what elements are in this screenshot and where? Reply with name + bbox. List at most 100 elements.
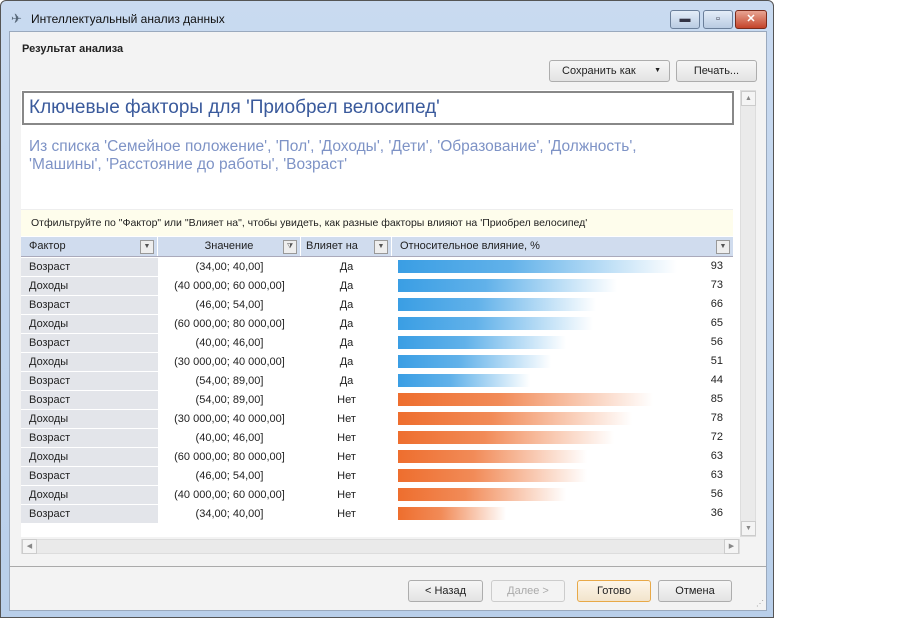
column-label: Значение — [204, 240, 254, 252]
value-cell: (30 000,00; 40 000,00] — [174, 412, 285, 425]
table-row[interactable]: Возраст (34,00; 40,00] Нет 36 — [21, 504, 733, 523]
report-area: Ключевые факторы для 'Приобрел велосипед… — [21, 90, 740, 537]
scroll-left-icon[interactable]: ◀ — [22, 539, 37, 554]
value-cell: (34,00; 40,00] — [195, 507, 264, 520]
factor-cell: Возраст — [21, 428, 158, 447]
resize-grip-icon[interactable]: ⋰ — [756, 599, 764, 608]
minimize-button[interactable]: ▬ — [670, 10, 700, 29]
dropdown-icon[interactable]: ▼ — [140, 240, 154, 254]
factor-cell: Возраст — [21, 390, 158, 409]
window-title: Интеллектуальный анализ данных — [31, 12, 225, 26]
table-row[interactable]: Доходы (40 000,00; 60 000,00] Нет 56 — [21, 485, 733, 504]
impact-bar — [398, 431, 614, 444]
dialog-window: ✈ Интеллектуальный анализ данных ▬ ▫ ✕ Р… — [0, 0, 774, 618]
impact-cell: 63 — [392, 466, 733, 485]
column-value[interactable]: Значение ⧩ — [158, 237, 301, 256]
scroll-down-icon[interactable]: ▼ — [741, 521, 756, 536]
filter-hint: Отфильтруйте по "Фактор" или "Влияет на"… — [21, 209, 733, 236]
impact-cell: 85 — [392, 390, 733, 409]
affects-cell: Нет — [337, 412, 356, 425]
table-row[interactable]: Возраст (40,00; 46,00] Нет 72 — [21, 428, 733, 447]
column-impact[interactable]: Относительное влияние, % ▼ — [392, 237, 733, 256]
vertical-scrollbar[interactable]: ▲ ▼ — [740, 90, 756, 537]
impact-cell: 65 — [392, 314, 733, 333]
value-cell: (46,00; 54,00] — [195, 469, 264, 482]
save-as-button[interactable]: Сохранить как ▼ — [549, 60, 670, 82]
filter-icon[interactable]: ⧩ — [283, 240, 297, 254]
value-cell: (40 000,00; 60 000,00] — [174, 488, 285, 501]
impact-bar — [398, 279, 617, 292]
impact-bar — [398, 469, 587, 482]
impact-value: 93 — [710, 260, 723, 272]
table-row[interactable]: Возраст (34,00; 40,00] Да 93 — [21, 257, 733, 276]
print-button[interactable]: Печать... — [676, 60, 757, 82]
factor-cell: Возраст — [21, 466, 158, 485]
affects-cell: Нет — [337, 393, 356, 406]
title-bar: ✈ Интеллектуальный анализ данных ▬ ▫ ✕ — [1, 1, 773, 35]
column-factor[interactable]: Фактор ▼ — [21, 237, 158, 256]
impact-bar — [398, 298, 596, 311]
save-as-label: Сохранить как — [562, 65, 636, 77]
affects-cell: Да — [339, 317, 354, 330]
cancel-button[interactable]: Отмена — [658, 580, 732, 602]
impact-cell: 36 — [392, 504, 733, 523]
value-cell: (40,00; 46,00] — [195, 336, 264, 349]
scroll-up-icon[interactable]: ▲ — [741, 91, 756, 106]
chevron-down-icon: ▼ — [654, 67, 661, 74]
dropdown-icon[interactable]: ▼ — [374, 240, 388, 254]
impact-bar — [398, 488, 566, 501]
impact-value: 85 — [710, 393, 723, 405]
maximize-button[interactable]: ▫ — [703, 10, 733, 29]
affects-cell: Нет — [337, 450, 356, 463]
factor-cell: Доходы — [21, 352, 158, 371]
affects-cell: Нет — [337, 431, 356, 444]
impact-value: 65 — [710, 317, 723, 329]
table-row[interactable]: Доходы (40 000,00; 60 000,00] Да 73 — [21, 276, 733, 295]
impact-cell: 56 — [392, 333, 733, 352]
impact-bar — [398, 317, 593, 330]
table-row[interactable]: Доходы (60 000,00; 80 000,00] Нет 63 — [21, 447, 733, 466]
table-row[interactable]: Возраст (46,00; 54,00] Нет 63 — [21, 466, 733, 485]
impact-value: 63 — [710, 469, 723, 481]
value-cell: (60 000,00; 80 000,00] — [174, 450, 285, 463]
impact-cell: 51 — [392, 352, 733, 371]
next-button[interactable]: Далее > — [491, 580, 565, 602]
affects-cell: Да — [339, 260, 354, 273]
scroll-right-icon[interactable]: ▶ — [724, 539, 739, 554]
impact-bar — [398, 507, 506, 520]
affects-cell: Да — [339, 298, 354, 311]
table-row[interactable]: Доходы (30 000,00; 40 000,00] Нет 78 — [21, 409, 733, 428]
table-row[interactable]: Доходы (30 000,00; 40 000,00] Да 51 — [21, 352, 733, 371]
impact-bar — [398, 355, 551, 368]
back-button[interactable]: < Назад — [408, 580, 483, 602]
impact-bar — [398, 336, 566, 349]
factor-cell: Доходы — [21, 276, 158, 295]
impact-bar — [398, 450, 587, 463]
column-label: Влияет на — [306, 240, 358, 252]
dialog-body: Результат анализа Сохранить как ▼ Печать.… — [9, 31, 767, 611]
table-row[interactable]: Доходы (60 000,00; 80 000,00] Да 65 — [21, 314, 733, 333]
impact-value: 73 — [710, 279, 723, 291]
table-row[interactable]: Возраст (40,00; 46,00] Да 56 — [21, 333, 733, 352]
impact-bar — [398, 393, 653, 406]
impact-bar — [398, 260, 677, 273]
table-row[interactable]: Возраст (54,00; 89,00] Нет 85 — [21, 390, 733, 409]
factor-cell: Доходы — [21, 314, 158, 333]
impact-value: 56 — [710, 336, 723, 348]
table-row[interactable]: Возраст (54,00; 89,00] Да 44 — [21, 371, 733, 390]
grid-header: Фактор ▼ Значение ⧩ Влияет на ▼ Относительн… — [21, 237, 733, 257]
impact-cell: 56 — [392, 485, 733, 504]
impact-cell: 73 — [392, 276, 733, 295]
column-affects[interactable]: Влияет на ▼ — [301, 237, 392, 256]
column-label: Относительное влияние, % — [400, 240, 540, 252]
horizontal-scrollbar[interactable]: ◀ ▶ — [21, 539, 740, 554]
dropdown-icon[interactable]: ▼ — [716, 240, 730, 254]
value-cell: (40 000,00; 60 000,00] — [174, 279, 285, 292]
finish-button[interactable]: Готово — [577, 580, 651, 602]
table-row[interactable]: Возраст (46,00; 54,00] Да 66 — [21, 295, 733, 314]
impact-value: 72 — [710, 431, 723, 443]
value-cell: (60 000,00; 80 000,00] — [174, 317, 285, 330]
close-button[interactable]: ✕ — [735, 10, 767, 29]
affects-cell: Да — [339, 355, 354, 368]
impact-value: 78 — [710, 412, 723, 424]
